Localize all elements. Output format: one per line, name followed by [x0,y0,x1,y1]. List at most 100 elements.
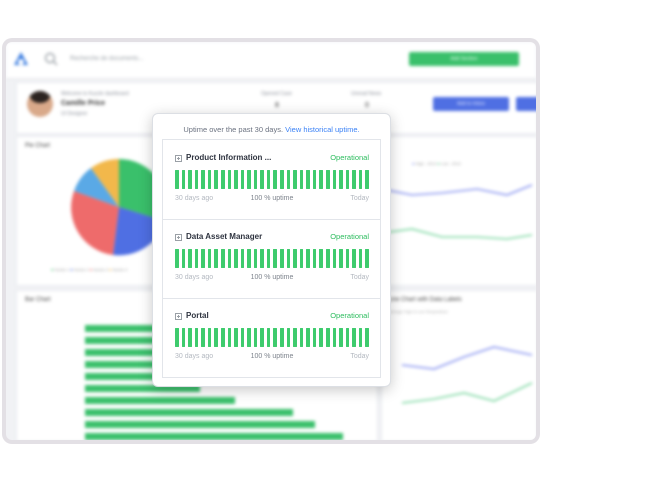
uptime-day-bar[interactable] [214,328,218,347]
uptime-day-bar[interactable] [253,328,258,347]
uptime-day-bar[interactable] [181,170,186,189]
uptime-day-bar[interactable] [345,170,350,189]
uptime-day-bar[interactable] [312,170,317,189]
uptime-day-bar[interactable] [358,249,363,268]
uptime-day-bar[interactable] [345,328,350,347]
uptime-day-bar[interactable] [188,170,192,189]
uptime-day-bar[interactable] [358,328,363,347]
uptime-day-bar[interactable] [319,328,323,347]
uptime-day-bar[interactable] [280,170,284,189]
uptime-day-bar[interactable] [365,328,369,347]
uptime-day-bar[interactable] [207,328,212,347]
uptime-day-bar[interactable] [201,328,205,347]
uptime-day-bar[interactable] [214,249,218,268]
uptime-day-bar[interactable] [220,249,225,268]
uptime-day-bar[interactable] [247,170,251,189]
uptime-day-bar[interactable] [234,328,238,347]
secondary-button[interactable] [516,97,536,111]
uptime-day-bar[interactable] [293,249,297,268]
uptime-day-bar[interactable] [365,170,369,189]
uptime-day-bar[interactable] [175,249,179,268]
uptime-day-bar[interactable] [325,249,330,268]
uptime-day-bar[interactable] [358,170,363,189]
uptime-day-bar[interactable] [207,249,212,268]
uptime-day-bar[interactable] [345,249,350,268]
uptime-day-bar[interactable] [175,170,179,189]
uptime-day-bar[interactable] [234,170,238,189]
uptime-day-bar[interactable] [325,170,330,189]
uptime-day-bar[interactable] [280,328,284,347]
uptime-day-bar[interactable] [352,249,356,268]
search-input[interactable]: Recherche de documents... [66,51,396,69]
uptime-day-bar[interactable] [227,249,232,268]
uptime-day-bar[interactable] [352,328,356,347]
uptime-day-bar[interactable] [266,328,271,347]
uptime-day-bar[interactable] [352,170,356,189]
uptime-day-bar[interactable] [188,328,192,347]
uptime-day-bar[interactable] [332,170,337,189]
view-historical-uptime-link[interactable]: View historical uptime. [285,125,360,134]
uptime-day-bar[interactable] [175,328,179,347]
uptime-day-bar[interactable] [194,249,199,268]
uptime-day-bar[interactable] [227,328,232,347]
uptime-day-bar[interactable] [299,170,304,189]
uptime-day-bar[interactable] [339,328,343,347]
uptime-day-bar[interactable] [247,249,251,268]
uptime-day-bar[interactable] [207,170,212,189]
uptime-day-bar[interactable] [240,170,245,189]
uptime-day-bar[interactable] [234,249,238,268]
uptime-day-bar[interactable] [227,170,232,189]
avatar [27,91,53,117]
uptime-day-bar[interactable] [201,249,205,268]
add-to-inbox-button[interactable]: Add to Inbox [433,97,509,111]
uptime-day-bar[interactable] [286,328,291,347]
uptime-day-bar[interactable] [339,249,343,268]
uptime-day-bar[interactable] [280,249,284,268]
uptime-day-bar[interactable] [266,170,271,189]
uptime-day-bar[interactable] [319,249,323,268]
uptime-day-bar[interactable] [273,249,278,268]
uptime-day-bar[interactable] [293,328,297,347]
uptime-day-bar[interactable] [306,170,310,189]
uptime-day-bar[interactable] [181,249,186,268]
uptime-day-bar[interactable] [247,328,251,347]
uptime-day-bar[interactable] [240,249,245,268]
expand-icon[interactable] [175,155,182,162]
uptime-day-bar[interactable] [325,328,330,347]
uptime-day-bar[interactable] [339,170,343,189]
add-section-button[interactable]: Add Section [409,52,519,66]
uptime-day-bar[interactable] [293,170,297,189]
expand-icon[interactable] [175,313,182,320]
uptime-day-bar[interactable] [273,328,278,347]
uptime-day-bar[interactable] [260,249,264,268]
search-icon[interactable] [44,52,58,66]
uptime-day-bar[interactable] [188,249,192,268]
uptime-day-bar[interactable] [299,328,304,347]
uptime-day-bar[interactable] [306,249,310,268]
uptime-day-bar[interactable] [306,328,310,347]
uptime-day-bar[interactable] [299,249,304,268]
uptime-day-bar[interactable] [312,328,317,347]
uptime-day-bar[interactable] [214,170,218,189]
uptime-day-bar[interactable] [286,170,291,189]
uptime-day-bar[interactable] [194,170,199,189]
uptime-day-bar[interactable] [194,328,199,347]
uptime-day-bar[interactable] [286,249,291,268]
uptime-day-bar[interactable] [240,328,245,347]
uptime-day-bar[interactable] [220,170,225,189]
uptime-day-bar[interactable] [253,249,258,268]
uptime-day-bar[interactable] [332,249,337,268]
expand-icon[interactable] [175,234,182,241]
uptime-day-bar[interactable] [253,170,258,189]
uptime-day-bar[interactable] [273,170,278,189]
uptime-day-bar[interactable] [312,249,317,268]
uptime-day-bar[interactable] [332,328,337,347]
uptime-day-bar[interactable] [260,328,264,347]
uptime-day-bar[interactable] [319,170,323,189]
uptime-day-bar[interactable] [260,170,264,189]
uptime-day-bar[interactable] [181,328,186,347]
uptime-day-bar[interactable] [365,249,369,268]
uptime-day-bar[interactable] [220,328,225,347]
uptime-day-bar[interactable] [266,249,271,268]
uptime-day-bar[interactable] [201,170,205,189]
